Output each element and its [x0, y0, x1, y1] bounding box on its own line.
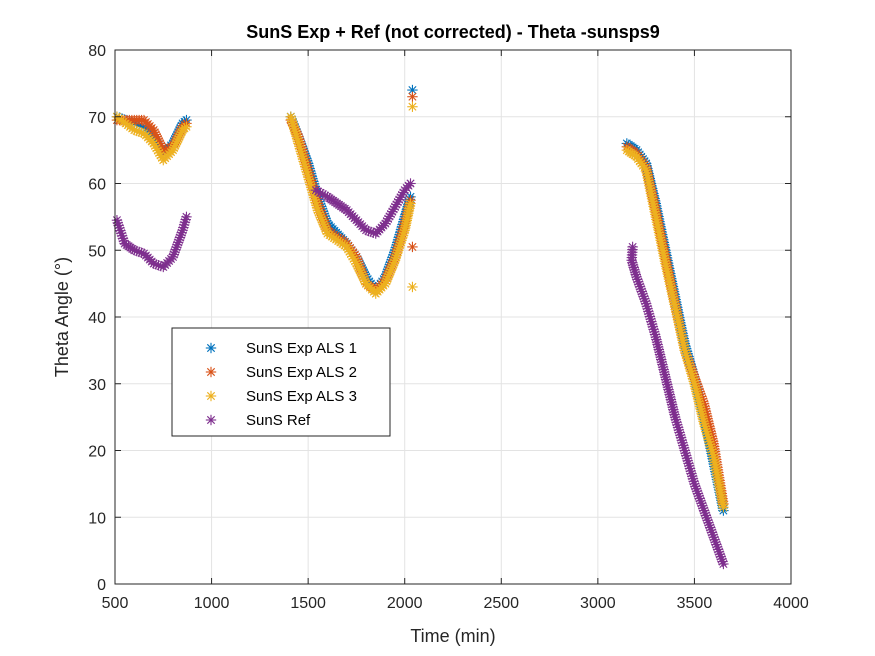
- x-tick-label: 500: [102, 595, 129, 612]
- x-tick-label: 1500: [290, 595, 326, 612]
- legend-label-series-4: SunS Ref: [246, 412, 311, 429]
- y-tick-label: 30: [88, 377, 106, 394]
- data-point: [407, 281, 418, 293]
- legend-markers: [205, 342, 217, 426]
- data-point: [181, 211, 192, 223]
- x-tick-label: 3000: [580, 595, 616, 612]
- x-tick-label: 1000: [194, 595, 230, 612]
- y-tick-label: 60: [88, 177, 106, 194]
- x-tick-label: 2500: [483, 595, 519, 612]
- x-axis-label: Time (min): [410, 626, 495, 646]
- series-3: [111, 101, 729, 513]
- legend-marker-series-1: [205, 342, 217, 354]
- x-tick-label: 3500: [677, 595, 713, 612]
- data-point: [181, 121, 192, 132]
- y-tick-label: 10: [88, 510, 106, 527]
- y-tick-label: 0: [97, 577, 106, 594]
- data-point: [405, 198, 416, 209]
- ticks: 500 1000 1500 2000 2500 3000 3500 4000 0 10 20 30 40…: [88, 43, 809, 612]
- data-point: [407, 91, 418, 102]
- data-points: [111, 84, 729, 570]
- legend-marker-series-2: [205, 366, 217, 378]
- data-point: [405, 178, 416, 189]
- data-point: [718, 558, 729, 570]
- y-tick-label: 80: [88, 43, 106, 60]
- y-axis-label: Theta Angle (°): [52, 257, 72, 377]
- data-point: [407, 241, 418, 253]
- y-tick-label: 40: [88, 310, 106, 327]
- y-tick-label: 50: [88, 243, 106, 260]
- data-point: [718, 502, 729, 513]
- legend-label-series-3: SunS Exp ALS 3: [246, 388, 357, 405]
- legend-label-series-1: SunS Exp ALS 1: [246, 340, 357, 357]
- data-point: [407, 101, 418, 112]
- x-tick-label: 4000: [773, 595, 809, 612]
- legend-marker-series-4: [205, 414, 217, 426]
- legend: SunS Exp ALS 1 SunS Exp ALS 2 SunS Exp A…: [171, 327, 391, 437]
- legend-label-series-2: SunS Exp ALS 2: [246, 364, 357, 381]
- y-tick-label: 70: [88, 110, 106, 127]
- x-tick-label: 2000: [387, 595, 423, 612]
- series-4: [111, 178, 729, 570]
- chart-title: SunS Exp + Ref (not corrected) - Theta -…: [246, 22, 660, 42]
- y-tick-label: 20: [88, 444, 106, 461]
- legend-marker-series-3: [205, 390, 217, 402]
